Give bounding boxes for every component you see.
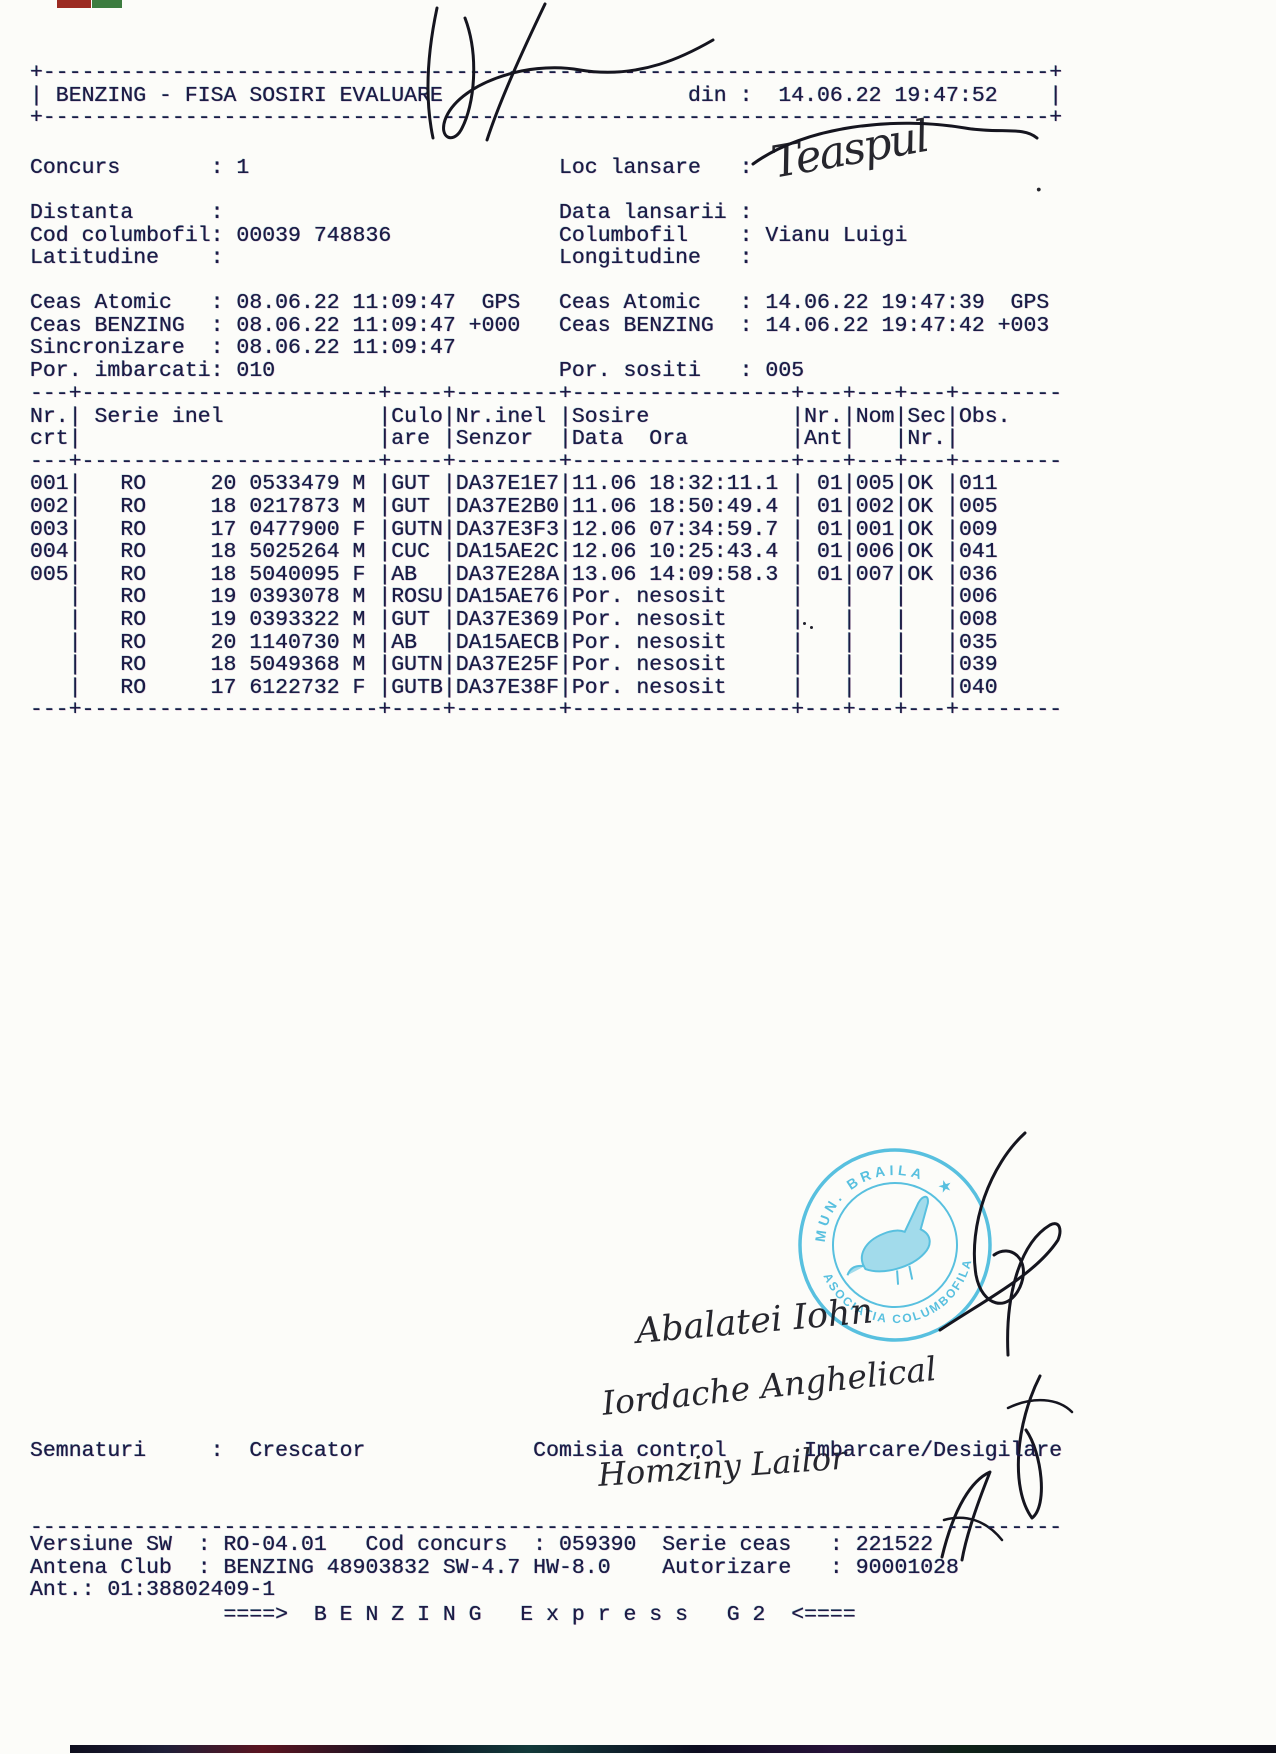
clock-line: Sincronizare : 08.06.22 11:09:47 [30, 336, 456, 361]
table-row: 003| RO 17 0477900 F |GUTN|DA37E3F3|12.0… [30, 517, 998, 542]
table-row: | RO 20 1140730 M |AB |DA15AECB|Por. nes… [30, 630, 998, 655]
info-line: Cod columbofil: 00039 748836 Columbofil … [30, 223, 908, 248]
comisia-r-signature [940, 1470, 1004, 1562]
crescator-signature [426, 2, 715, 142]
footer-line: Versiune SW : RO-04.01 Cod concurs : 059… [30, 1533, 934, 1557]
table-header: Nr.| Serie inel |Culo|Nr.inel |Sosire |N… [30, 404, 1062, 452]
imbarcare-large-signature [938, 1131, 1062, 1357]
header-line: +---------------------------------------… [30, 106, 1063, 131]
info-line: Distanta : Data lansarii : [30, 201, 753, 226]
table-row: | RO 17 6122732 F |GUTB|DA37E38F|Por. ne… [30, 675, 998, 700]
association-stamp: MUN. BRAILA ASOCIATIA COLUMBOFILA ★ [796, 1148, 992, 1345]
table-row: 001| RO 20 0533479 M |GUT |DA37E1E7|11.0… [30, 472, 998, 497]
stamp-pigeon-icon [846, 1195, 931, 1285]
table-separator-line: ---+-----------------------+----+-------… [30, 698, 1063, 723]
arrival-table: ---+-----------------------+----+-------… [30, 383, 1062, 722]
footer-line: Ant.: 01:38802409-1 [30, 1578, 276, 1603]
desigilare-flourish-signature [1006, 1374, 1074, 1520]
stamp-outer-ring [798, 1148, 992, 1342]
footer-separator-line: ----------------------------------------… [30, 1516, 1063, 1540]
footer-line: Antena Club : BENZING 48903832 SW-4.7 HW… [30, 1555, 959, 1580]
table-row: 004| RO 18 5025264 M |CUC |DA15AE2C|12.0… [30, 540, 998, 565]
clock-line: Ceas Atomic : 08.06.22 11:09:47 GPS Ceas… [30, 291, 1050, 315]
table-separator-line: ---+-----------------------+----+-------… [30, 382, 1063, 406]
header-box: +---------------------------------------… [30, 62, 1062, 130]
table-row: 002| RO 18 0217873 M |GUT |DA37E2B0|11.0… [30, 494, 998, 519]
device-banner: ====> B E N Z I N G E x p r e s s G 2 <=… [30, 1604, 856, 1627]
info-line: Latitudine : Longitudine : [30, 246, 753, 271]
table-separator-line: ---+-----------------------+----+-------… [30, 449, 1063, 474]
device-banner-line: ====> B E N Z I N G E x p r e s s G 2 <=… [30, 1603, 856, 1627]
stamp-star: ★ [937, 1176, 954, 1195]
signature-labels: Semnaturi : Crescator Comisia control Im… [30, 1440, 1062, 1463]
table-header-line: Nr.| Serie inel |Culo|Nr.inel |Sosire |N… [30, 404, 1011, 429]
table-row: | RO 18 5049368 M |GUTN|DA37E25F|Por. ne… [30, 653, 998, 678]
ink-speck [810, 626, 813, 629]
signature-label-line: Semnaturi : Crescator Comisia control Im… [30, 1439, 1063, 1463]
scan-edge-strip [70, 1745, 1276, 1753]
table-separator: ---+-----------------------+----+-------… [30, 451, 1062, 474]
control-signature-name-2: Iordache Anghelical [599, 1348, 939, 1423]
header-line: | BENZING - FISA SOSIRI EVALUARE din : 1… [30, 83, 1063, 108]
clock-line: Ceas BENZING : 08.06.22 11:09:47 +000 Ce… [30, 313, 1050, 338]
table-row: | RO 19 0393322 M |GUT |DA37E369|Por. ne… [30, 607, 998, 632]
info-line: Concurs : 1 Loc lansare : [30, 156, 753, 180]
clock-section: Ceas Atomic : 08.06.22 11:09:47 GPS Ceas… [30, 292, 1049, 382]
footer-separator: ----------------------------------------… [30, 1517, 1062, 1540]
ink-speck [803, 622, 806, 625]
table-separator: ---+-----------------------+----+-------… [30, 699, 1062, 722]
stamp-inner-ring [832, 1182, 958, 1308]
scan-edge-mark-green [92, 0, 122, 8]
table-header-line: crt| |are |Senzor |Data Ora |Ant| |Nr.| [30, 427, 959, 452]
footer-section: Versiune SW : RO-04.01 Cod concurs : 059… [30, 1534, 959, 1602]
table-body: 001| RO 20 0533479 M |GUT |DA37E1E7|11.0… [30, 473, 1062, 699]
info-section: Concurs : 1 Loc lansare : Distanta : Dat… [30, 157, 907, 270]
loc-lansare-swash [751, 121, 1039, 166]
table-row: | RO 19 0393078 M |ROSU|DA15AE76|Por. ne… [30, 585, 998, 610]
table-separator: ---+-----------------------+----+-------… [30, 383, 1062, 406]
scan-edge-mark-red [57, 0, 91, 8]
ink-dot: . [1034, 164, 1044, 199]
header-line: +---------------------------------------… [30, 61, 1063, 85]
table-row: 005| RO 18 5040095 F |AB |DA37E28A|13.06… [30, 562, 998, 587]
clock-line: Por. imbarcati: 010 Por. sositi : 005 [30, 358, 805, 383]
